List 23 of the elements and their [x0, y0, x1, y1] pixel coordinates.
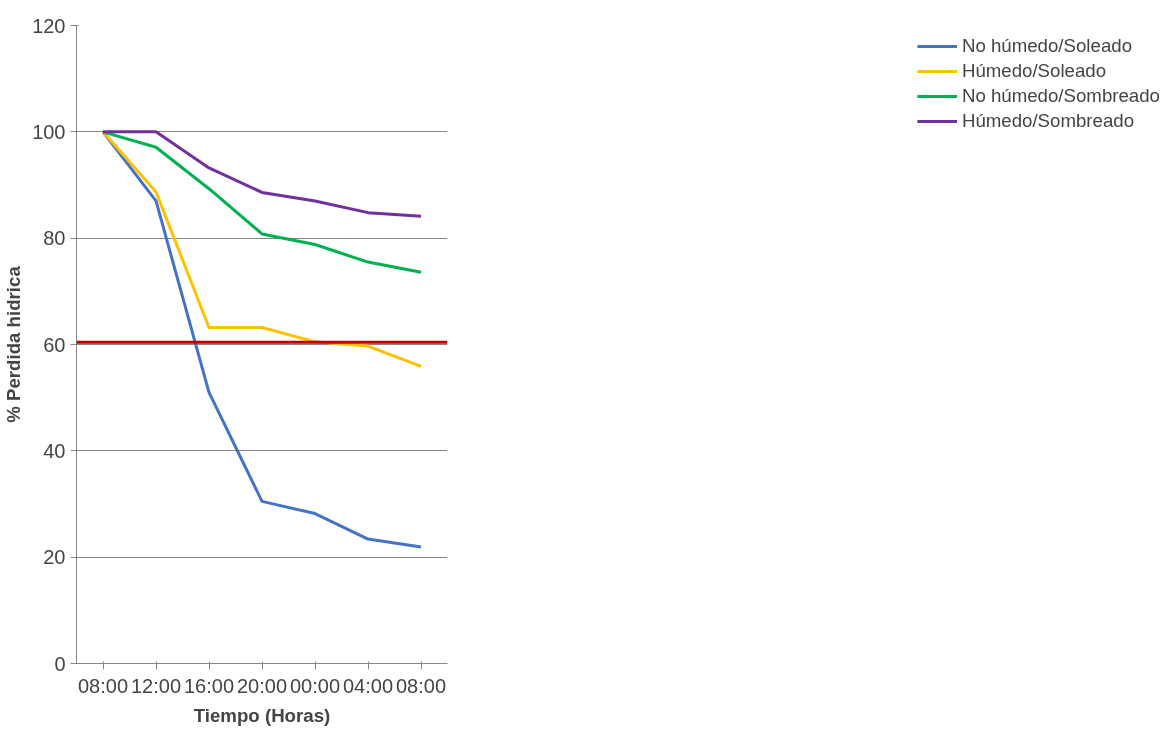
x-axis-title: Tiempo (Horas) — [193, 704, 331, 726]
legend-label: No húmedo/Sombreado — [961, 85, 1160, 107]
y-tick-label: 80 — [43, 227, 66, 250]
legend-label: No húmedo/Soleado — [961, 35, 1133, 57]
y-tick-label: 60 — [43, 333, 66, 356]
y-tick-label: 20 — [43, 546, 66, 569]
y-tick-label: 100 — [32, 120, 66, 143]
y-axis-title: % Perdida hidrica — [3, 265, 25, 423]
legend-label: Húmedo/Sombreado — [961, 110, 1135, 132]
line-series — [101, 130, 423, 274]
x-tick-label: 08:00 — [395, 674, 447, 697]
x-tick-label: 20:00 — [236, 674, 288, 697]
x-tick-label: 12:00 — [130, 674, 182, 697]
x-tick-label: 16:00 — [183, 674, 235, 697]
x-tick-label: 00:00 — [289, 674, 341, 697]
y-tick-label: 120 — [32, 14, 66, 37]
y-tick-label: 40 — [43, 439, 66, 462]
x-tick-label: 08:00 — [77, 674, 129, 697]
x-tick-label: 04:00 — [342, 674, 394, 697]
y-tick-label: 0 — [54, 652, 66, 675]
legend-label: Húmedo/Soleado — [961, 60, 1107, 82]
line-series — [101, 130, 423, 218]
line-series — [101, 130, 423, 368]
